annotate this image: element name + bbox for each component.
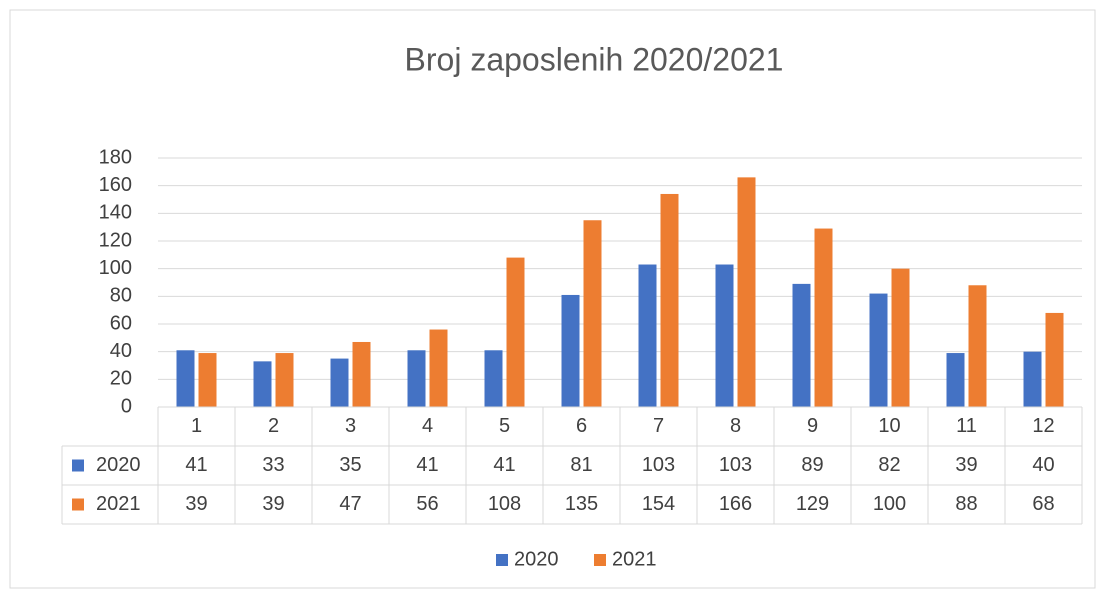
x-tick-label: 12 <box>1032 415 1054 437</box>
bar <box>1023 351 1042 407</box>
bar <box>253 361 272 407</box>
table-cell: 41 <box>416 454 438 476</box>
table-cell: 81 <box>570 454 592 476</box>
y-tick-label: 100 <box>99 257 132 279</box>
table-cell: 35 <box>339 454 361 476</box>
bar <box>583 220 602 407</box>
y-tick-label: 80 <box>110 285 132 307</box>
bar <box>352 341 371 407</box>
legend-label: 2020 <box>514 548 559 570</box>
bar <box>737 177 756 407</box>
table-cell: 39 <box>185 493 207 515</box>
y-tick-label: 160 <box>99 174 132 196</box>
x-tick-label: 4 <box>422 415 433 437</box>
chart-title: Broj zaposlenih 2020/2021 <box>405 41 784 77</box>
bar <box>715 264 734 407</box>
x-tick-label: 3 <box>345 415 356 437</box>
bar <box>638 264 657 407</box>
table-cell: 40 <box>1032 454 1054 476</box>
bar <box>1045 312 1064 407</box>
table-cell: 68 <box>1032 493 1054 515</box>
x-tick-label: 8 <box>730 415 741 437</box>
x-tick-label: 11 <box>956 415 977 437</box>
table-row-label: 2021 <box>96 493 141 515</box>
x-tick-label: 9 <box>807 415 818 437</box>
table-cell: 100 <box>873 493 906 515</box>
table-row-label: 2020 <box>96 454 141 476</box>
bar <box>792 283 811 407</box>
table-cell: 88 <box>955 493 977 515</box>
bar <box>946 353 965 407</box>
bar <box>869 293 888 407</box>
bar <box>275 353 294 407</box>
table-legend-key <box>72 459 84 472</box>
bar <box>506 257 525 407</box>
bar <box>814 228 833 407</box>
bar <box>330 358 349 407</box>
table-cell: 103 <box>719 454 752 476</box>
x-tick-label: 2 <box>268 415 279 437</box>
bar <box>407 350 426 407</box>
table-cell: 39 <box>262 493 284 515</box>
y-tick-label: 120 <box>99 229 132 251</box>
table-cell: 41 <box>493 454 515 476</box>
table-cell: 166 <box>719 493 752 515</box>
x-tick-label: 7 <box>653 415 664 437</box>
y-tick-label: 40 <box>110 340 132 362</box>
table-cell: 82 <box>878 454 900 476</box>
table-cell: 41 <box>185 454 207 476</box>
bar <box>484 350 503 407</box>
y-tick-label: 20 <box>110 368 132 390</box>
table-cell: 39 <box>955 454 977 476</box>
chart-frame <box>9 9 1096 589</box>
y-tick-label: 60 <box>110 312 132 334</box>
table-legend-key <box>72 498 84 511</box>
table-cell: 129 <box>796 493 829 515</box>
table-cell: 56 <box>416 493 438 515</box>
bar <box>429 329 448 407</box>
bar <box>176 350 195 407</box>
bar <box>660 193 679 407</box>
x-tick-label: 5 <box>499 415 510 437</box>
table-cell: 108 <box>488 493 521 515</box>
bar <box>198 353 217 407</box>
y-tick-label: 0 <box>121 395 132 417</box>
y-tick-label: 140 <box>99 202 132 224</box>
table-cell: 89 <box>801 454 823 476</box>
table-cell: 33 <box>262 454 284 476</box>
legend-label: 2021 <box>612 548 657 570</box>
table-cell: 154 <box>642 493 675 515</box>
x-tick-label: 10 <box>878 415 900 437</box>
bar <box>561 294 580 407</box>
y-tick-label: 180 <box>99 146 132 168</box>
table-cell: 47 <box>339 493 361 515</box>
legend-key <box>594 554 606 566</box>
bar <box>968 285 987 407</box>
bar <box>891 268 910 407</box>
x-tick-label: 6 <box>576 415 587 437</box>
x-tick-label: 1 <box>191 415 202 437</box>
table-cell: 103 <box>642 454 675 476</box>
table-cell: 135 <box>565 493 598 515</box>
legend-key <box>496 554 508 566</box>
